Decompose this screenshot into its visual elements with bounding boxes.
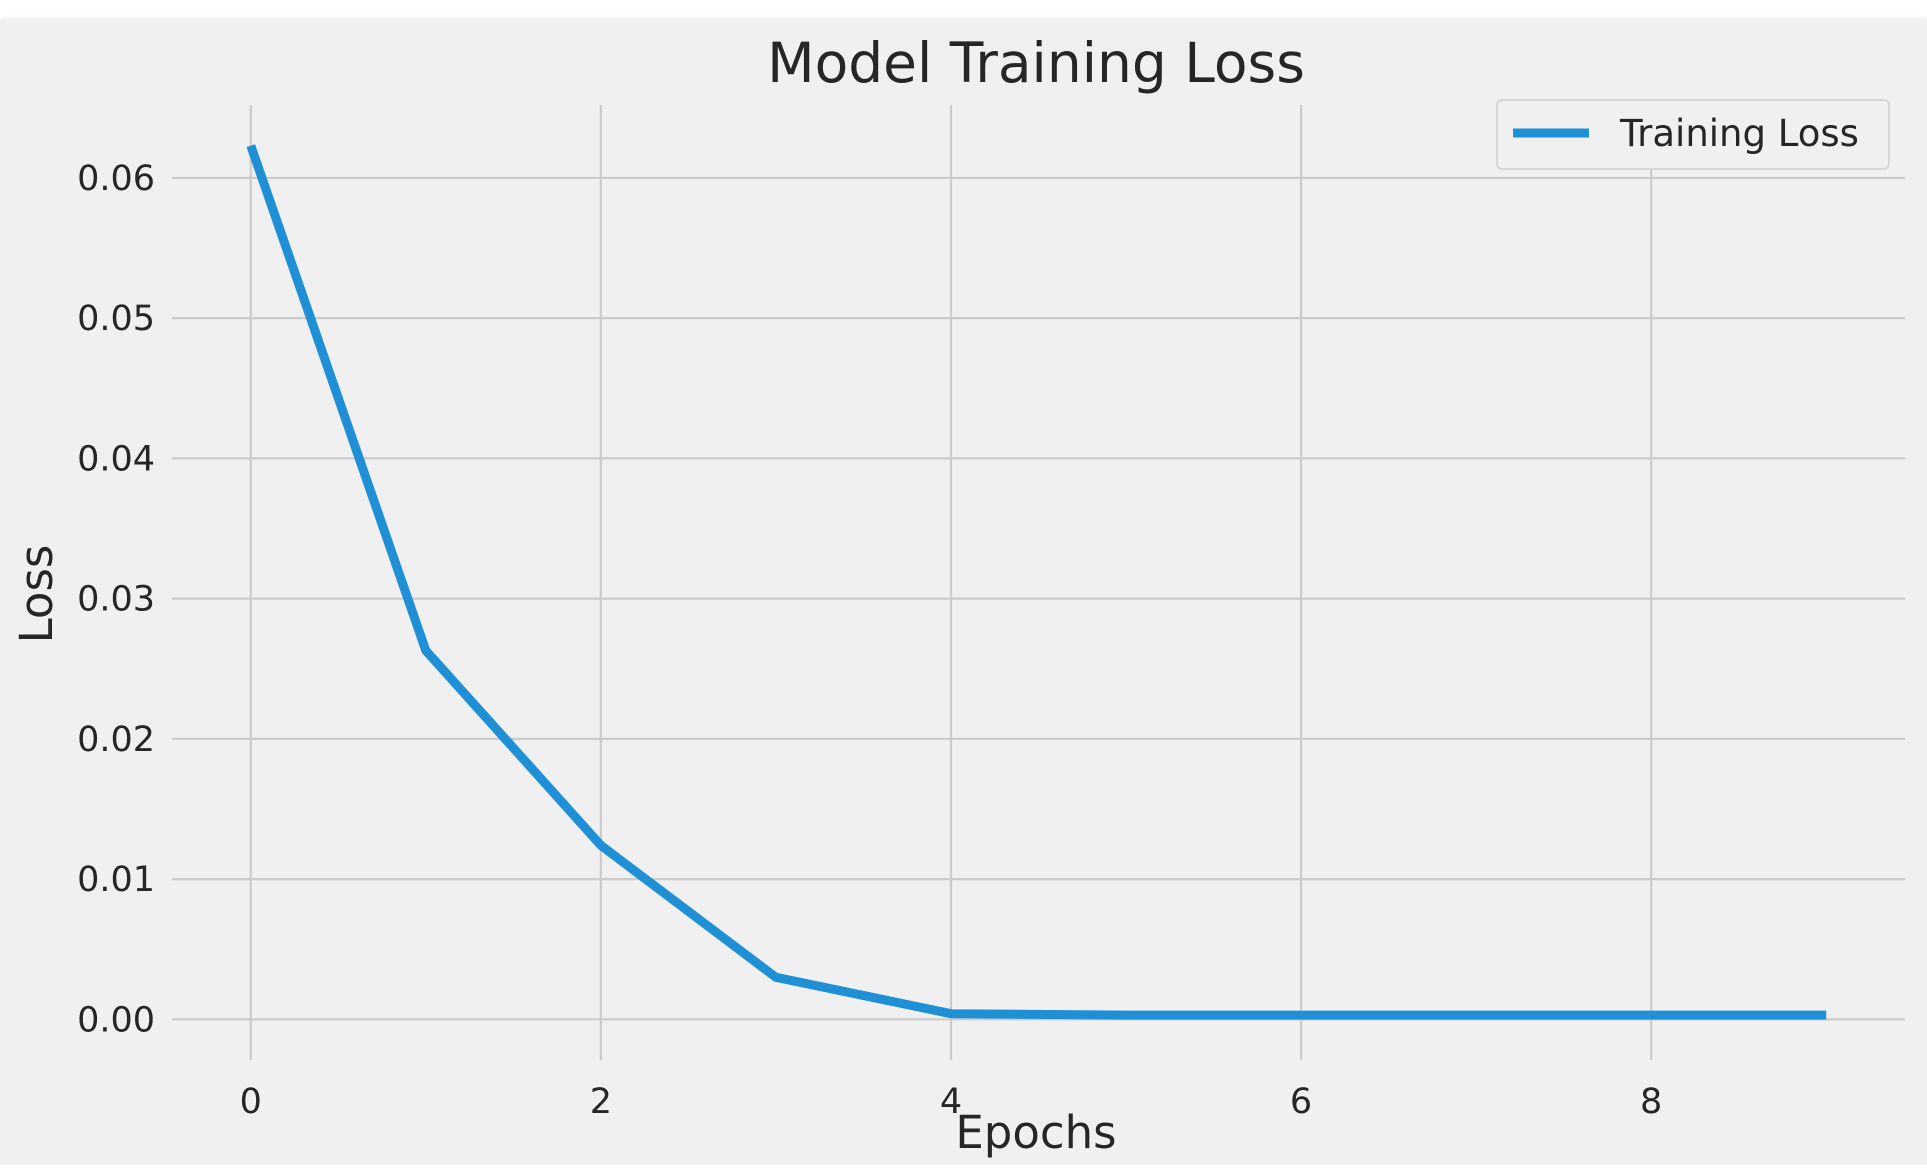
x-tick-label: 8 [1640,1082,1662,1122]
grid-lines [172,105,1905,1060]
chart-figure: Model Training Loss 0.00 0.01 0.02 0.03 0.04… [0,20,1927,1165]
y-tick-labels: 0.00 0.01 0.02 0.03 0.04 0.05 0.06 [77,159,155,1040]
legend-label-training-loss: Training Loss [1619,112,1859,155]
y-tick-label: 0.04 [77,439,155,479]
x-tick-labels: 0 2 4 6 8 [240,1082,1663,1122]
y-tick-label: 0.01 [77,860,155,900]
y-tick-label: 0.03 [77,580,155,620]
legend: Training Loss [1496,99,1890,170]
chart-title: Model Training Loss [767,31,1305,95]
x-tick-label: 2 [590,1082,612,1122]
y-tick-label: 0.02 [77,720,155,760]
y-tick-label: 0.05 [77,299,155,339]
line-chart: Model Training Loss 0.00 0.01 0.02 0.03 0.04… [10,31,1905,1159]
x-axis-label: Epochs [955,1106,1116,1159]
legend-box [1496,99,1890,170]
y-tick-label: 0.00 [77,1000,155,1040]
y-axis-label: Loss [10,545,63,644]
series-line-training-loss [246,144,1827,1020]
y-tick-label: 0.06 [77,159,155,199]
x-tick-label: 6 [1290,1082,1312,1122]
series-layer [246,144,1827,1020]
x-tick-label: 4 [940,1082,962,1122]
x-tick-label: 0 [240,1082,262,1122]
